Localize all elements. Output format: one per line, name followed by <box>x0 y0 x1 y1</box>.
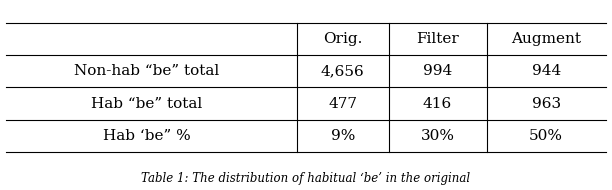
Text: Filter: Filter <box>416 32 459 46</box>
Text: Table 1: The distribution of habitual ‘be’ in the original: Table 1: The distribution of habitual ‘b… <box>141 172 471 185</box>
Text: Hab ‘be” %: Hab ‘be” % <box>103 129 191 143</box>
Text: Orig.: Orig. <box>323 32 362 46</box>
Text: 477: 477 <box>328 97 357 111</box>
Text: 416: 416 <box>423 97 452 111</box>
Text: 944: 944 <box>532 64 561 78</box>
Text: 4,656: 4,656 <box>321 64 365 78</box>
Text: 9%: 9% <box>330 129 355 143</box>
Text: Non-hab “be” total: Non-hab “be” total <box>74 64 220 78</box>
Text: 963: 963 <box>532 97 561 111</box>
Text: 30%: 30% <box>420 129 455 143</box>
Text: 994: 994 <box>423 64 452 78</box>
Text: 50%: 50% <box>529 129 563 143</box>
Text: Hab “be” total: Hab “be” total <box>91 97 203 111</box>
Text: Augment: Augment <box>511 32 581 46</box>
